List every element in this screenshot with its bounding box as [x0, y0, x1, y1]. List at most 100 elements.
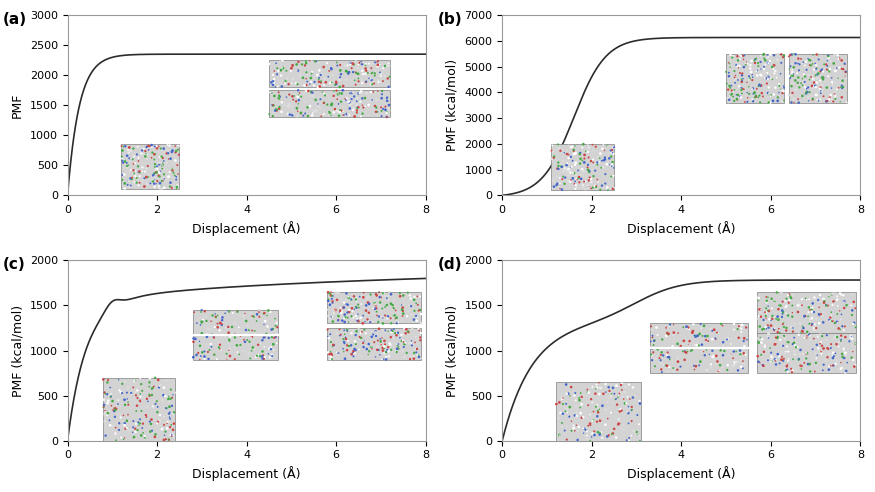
Point [257, 326, 271, 334]
Point [761, 324, 775, 332]
Point [378, 72, 392, 80]
Point [830, 318, 844, 326]
Point [410, 351, 424, 359]
Point [292, 89, 306, 97]
Point [824, 361, 838, 369]
Point [838, 322, 852, 330]
Point [776, 53, 790, 61]
Point [795, 81, 809, 89]
Point [586, 416, 600, 424]
Point [321, 348, 335, 356]
Point [633, 400, 647, 407]
Point [800, 334, 814, 342]
Point [822, 54, 836, 62]
Point [824, 312, 838, 320]
Point [326, 71, 340, 79]
Point [150, 403, 164, 411]
Point [730, 95, 744, 103]
Point [365, 329, 379, 337]
Point [822, 363, 836, 370]
Point [134, 431, 148, 439]
Point [241, 322, 255, 330]
Point [605, 146, 619, 154]
Point [116, 147, 130, 154]
Point [247, 345, 261, 353]
Point [317, 81, 331, 89]
Point [578, 426, 592, 434]
Point [814, 338, 828, 346]
Point [691, 341, 705, 349]
Point [260, 330, 274, 338]
Point [598, 406, 612, 414]
Point [122, 150, 136, 157]
Point [198, 308, 212, 315]
Point [695, 341, 709, 349]
Point [348, 68, 362, 76]
Point [409, 312, 423, 320]
Point [339, 335, 353, 343]
Point [670, 340, 684, 348]
Point [780, 357, 794, 365]
Point [362, 317, 376, 325]
Point [569, 402, 583, 410]
Point [111, 396, 125, 404]
Point [757, 348, 771, 356]
Point [565, 157, 579, 165]
Point [307, 78, 321, 86]
Point [278, 77, 292, 85]
Point [149, 430, 163, 438]
Point [836, 322, 850, 330]
Point [802, 295, 816, 303]
Point [747, 57, 761, 64]
Point [360, 302, 374, 309]
Point [234, 341, 248, 349]
Point [332, 289, 346, 297]
Point [802, 93, 816, 101]
Point [591, 428, 605, 436]
Point [825, 291, 839, 299]
Point [791, 308, 805, 316]
Point [130, 387, 144, 395]
Point [761, 334, 775, 342]
Point [129, 377, 143, 385]
Point [356, 339, 370, 347]
Point [234, 332, 248, 340]
Point [196, 318, 210, 326]
Point [380, 108, 394, 116]
Point [765, 353, 779, 361]
Point [724, 351, 738, 359]
Point [834, 368, 848, 375]
Point [810, 81, 824, 89]
Point [600, 142, 614, 150]
Point [130, 143, 144, 151]
Point [771, 328, 785, 336]
Point [821, 353, 835, 361]
Point [98, 390, 112, 398]
Point [255, 347, 270, 355]
Point [834, 315, 848, 323]
Point [576, 156, 590, 164]
Point [591, 384, 605, 392]
Point [128, 377, 142, 385]
Point [793, 84, 807, 92]
Point [782, 290, 796, 298]
Point [761, 302, 775, 310]
Point [808, 82, 822, 90]
Point [643, 344, 657, 352]
Point [734, 52, 748, 60]
Point [410, 344, 423, 352]
Point [329, 80, 343, 88]
Point [816, 361, 830, 369]
Point [646, 334, 660, 341]
Point [275, 108, 289, 116]
Point [164, 395, 178, 402]
Point [577, 413, 591, 421]
Point [358, 102, 372, 110]
Point [816, 360, 830, 368]
Point [350, 107, 364, 115]
Point [569, 397, 583, 404]
Point [414, 329, 428, 337]
Point [145, 149, 159, 156]
Point [608, 396, 622, 403]
Point [324, 65, 338, 73]
